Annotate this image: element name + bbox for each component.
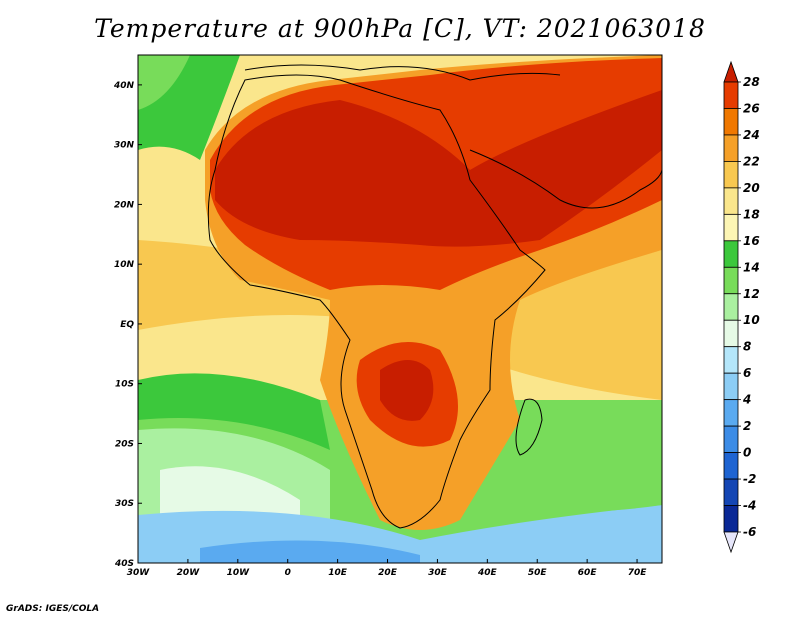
- colorbar-swatch: [723, 213, 739, 242]
- colorbar-swatch: [723, 346, 739, 374]
- colorbar-top-arrow: [723, 60, 739, 83]
- lon-tick-label: 40E: [477, 568, 498, 578]
- colorbar-swatch: [723, 161, 739, 189]
- colorbar-swatch: [723, 134, 739, 162]
- coastlines: [207, 64, 663, 529]
- colorbar-label: 0: [743, 446, 751, 460]
- lat-tick-label: 20N: [114, 200, 135, 210]
- colorbar-swatch: [723, 81, 739, 109]
- colorbar-swatch: [723, 319, 739, 348]
- map-title: Temperature at 900hPa [C], VT: 202106301…: [94, 14, 706, 43]
- colorbar-label: -2: [743, 472, 756, 486]
- colorbar-label: 26: [743, 101, 760, 115]
- lon-tick-label: 70E: [628, 568, 648, 578]
- lon-tick-label: 20W: [177, 568, 201, 578]
- lat-tick-label: 40S: [114, 559, 134, 569]
- band-eastern-green: [500, 406, 662, 512]
- africa-coastline: [207, 74, 546, 529]
- southern-africa-hottest: [380, 360, 434, 421]
- colorbar-swatch: [723, 505, 739, 533]
- lon-tick-label: 30W: [127, 568, 151, 578]
- lat-tick-label: EQ: [120, 320, 134, 330]
- colorbar-swatch: [723, 452, 739, 480]
- colorbar-swatch: [723, 372, 739, 401]
- band-south-atlantic-green: [138, 373, 330, 450]
- latitude-axis: 40N 30N 20N 10N EQ 10S 20S 30S 40S: [113, 81, 142, 569]
- europe-coastline: [244, 64, 561, 81]
- colorbar-label: 18: [743, 207, 760, 221]
- colorbar-swatch: [723, 425, 739, 453]
- lon-tick-label: 60E: [578, 568, 598, 578]
- lon-tick-label: 0: [285, 568, 291, 578]
- africa-hottest: [215, 90, 662, 247]
- colorbar-label: 16: [743, 234, 760, 248]
- colorbar-bottom-arrow: [723, 531, 739, 554]
- colorbar-swatch: [723, 108, 739, 136]
- colorbar-label: 8: [743, 340, 751, 354]
- map-frame: [137, 54, 663, 564]
- colorbar-swatch: [723, 399, 739, 427]
- colorbar-label: 24: [743, 128, 760, 142]
- colorbar-label: 12: [743, 287, 760, 301]
- colorbar-label: 4: [742, 393, 751, 407]
- lon-tick-label: 10E: [328, 568, 348, 578]
- colorbar-label: 2: [743, 419, 751, 433]
- lat-tick-label: 40N: [113, 81, 135, 91]
- colorbar-label: 20: [743, 181, 760, 195]
- arabia-coastline: [469, 149, 663, 209]
- lon-tick-label: 50E: [528, 568, 548, 578]
- lon-tick-label: 10W: [227, 568, 251, 578]
- colorbar-label: 14: [743, 260, 760, 274]
- lat-tick-label: 10N: [114, 260, 135, 270]
- lat-tick-label: 30S: [115, 499, 134, 509]
- colorbar-label: -6: [743, 525, 756, 539]
- band-southern-deep-blue: [200, 540, 420, 563]
- lat-tick-label: 30N: [114, 141, 135, 151]
- lon-tick-label: 20E: [378, 568, 398, 578]
- madagascar-coastline: [515, 398, 543, 456]
- colorbar-swatch: [723, 187, 739, 215]
- colorbar-label: 28: [743, 75, 760, 89]
- band-north-atlantic-light: [138, 55, 190, 110]
- colorbar-label: 6: [743, 366, 751, 380]
- lat-tick-label: 20S: [115, 439, 134, 449]
- lat-tick-label: 10S: [115, 380, 134, 390]
- colorbar-label: 22: [743, 154, 760, 168]
- colorbar-label: -4: [743, 499, 756, 513]
- colorbar-swatch: [723, 478, 739, 506]
- lon-tick-label: 30E: [428, 568, 448, 578]
- temperature-field: [138, 55, 662, 563]
- colorbar-swatch: [723, 293, 739, 321]
- longitude-axis: 30W 20W 10W 0 10E 20E 30E 40E 50E 60E 70E: [127, 559, 647, 578]
- colorbar-label: 10: [743, 313, 760, 327]
- credit-label: GrADS: IGES/COLA: [6, 604, 100, 614]
- colorbar-swatch: [723, 240, 739, 268]
- colorbar-swatch: [723, 266, 739, 295]
